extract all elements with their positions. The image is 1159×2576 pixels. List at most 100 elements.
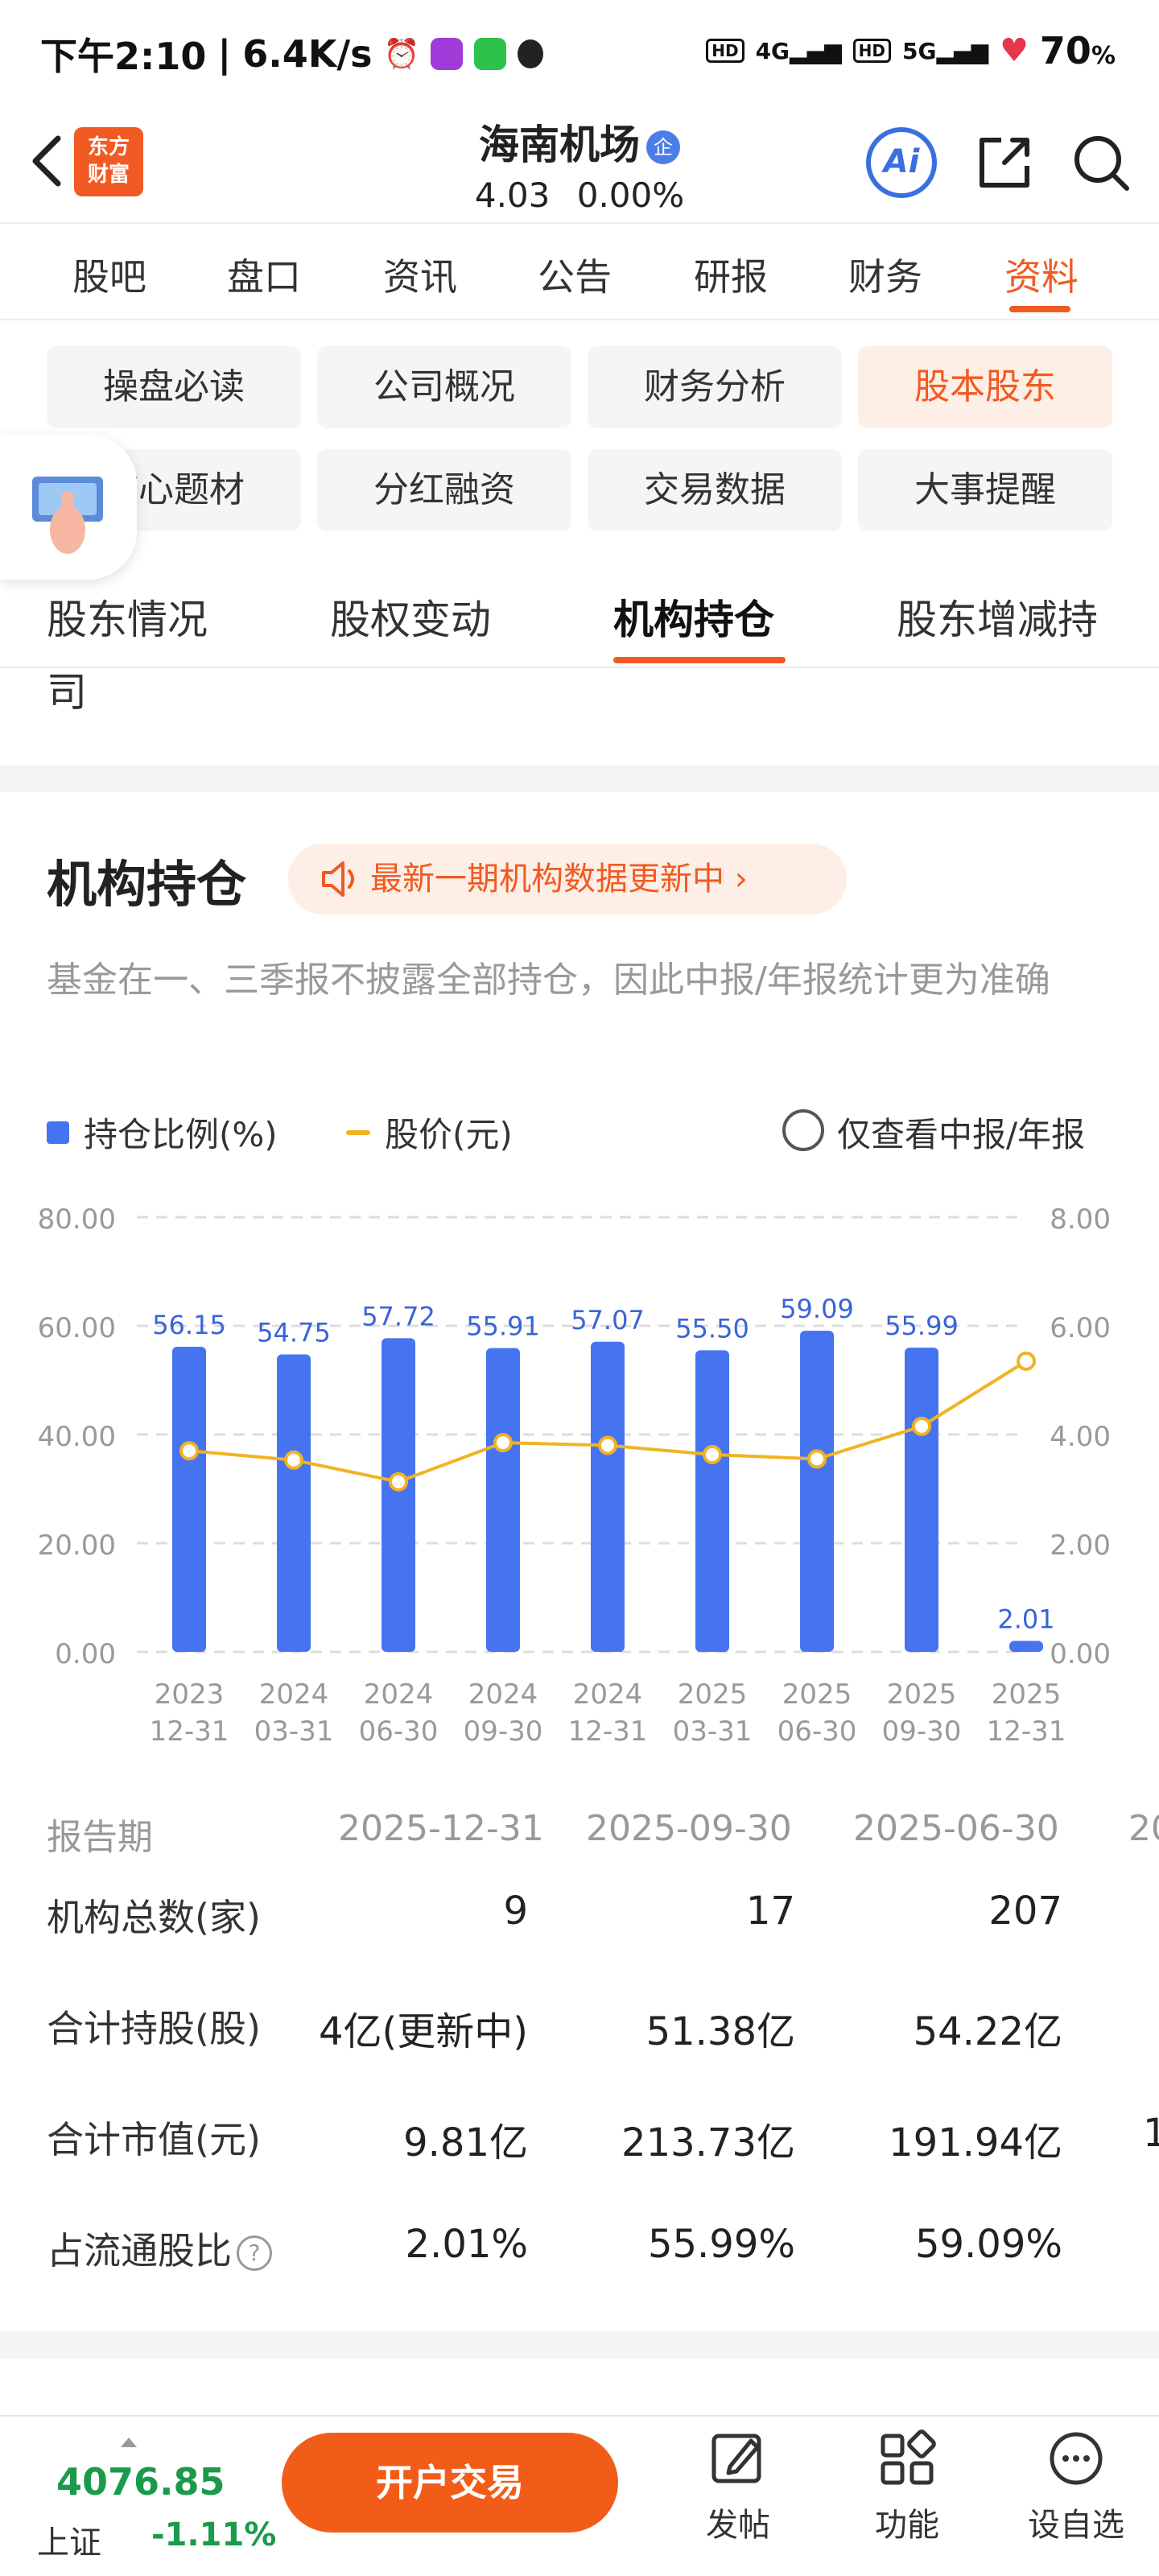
- stock-change: 0.00%: [576, 175, 685, 215]
- bar: [800, 1331, 834, 1652]
- bottom-separator: [0, 2331, 1159, 2359]
- report-only-label[interactable]: 仅查看中报/年报: [837, 1115, 1086, 1154]
- x-tick-label: 2025 12-31: [987, 1678, 1066, 1748]
- floating-assistant-widget[interactable]: [0, 435, 137, 580]
- hand-tap-icon: [32, 477, 103, 554]
- tab-holding-changes[interactable]: 股东增减持: [897, 597, 1098, 643]
- tab-profile[interactable]: 资料: [1004, 255, 1079, 299]
- y-right-tick-label: 0.00: [1050, 1638, 1111, 1670]
- bottom-bar: 4076.85 上证 -1.11% 开户交易 发帖 功能 设自选: [0, 2415, 1159, 2576]
- tab-guba[interactable]: 股吧: [72, 255, 146, 299]
- section-tab-indicator: [613, 657, 786, 663]
- status-left: 下午2:10 | 6.4K/s ⏰: [40, 27, 544, 80]
- bar-value-label: 55.91: [466, 1311, 540, 1342]
- price-point: [598, 1435, 617, 1455]
- price-point: [284, 1450, 303, 1470]
- tab-institutional-holdings[interactable]: 机构持仓: [613, 597, 774, 643]
- table-period-0: 2025-12-31: [338, 1808, 544, 1849]
- functions-label: 功能: [875, 2507, 939, 2544]
- chip-must-read[interactable]: 操盘必读: [47, 346, 301, 428]
- bar-value-label: 55.99: [885, 1311, 959, 1341]
- y-left-tick-label: 40.00: [38, 1421, 116, 1453]
- tab-announcements[interactable]: 公告: [538, 255, 612, 299]
- status-time: 下午2:10: [40, 35, 207, 78]
- table-period-2: 2025-06-30: [853, 1808, 1059, 1849]
- chip-events[interactable]: 大事提醒: [858, 449, 1112, 531]
- table-period-1: 2025-09-30: [586, 1808, 792, 1849]
- chip-shareholders[interactable]: 股本股东: [858, 346, 1112, 428]
- add-watchlist-label: 设自选: [1028, 2507, 1124, 2544]
- status-right: HD 4G▂▄▆ HD 5G▂▄▆ ♥ 70%: [706, 29, 1116, 72]
- holdings-chart: 80.00 8.00 60.00 6.00 40.00 4.00 20.00 2.00 0.00…: [38, 1203, 1111, 1748]
- notification-app-icon: [431, 38, 464, 70]
- report-only-radio[interactable]: [782, 1109, 824, 1151]
- back-arrow-icon[interactable]: [23, 129, 71, 193]
- active-tab-indicator: [1009, 306, 1070, 312]
- chip-trading-data[interactable]: 交易数据: [588, 449, 842, 531]
- y-right-tick-label: 4.00: [1050, 1421, 1111, 1453]
- table-header-label: 报告期: [47, 1817, 153, 1858]
- cell-float-ratio-0: 2.01%: [405, 2222, 528, 2267]
- x-tick-label: 2024 03-31: [254, 1678, 334, 1748]
- battery-level: 70%: [1039, 29, 1116, 72]
- tab-news[interactable]: 资讯: [383, 255, 457, 299]
- open-account-button[interactable]: 开户交易: [282, 2433, 618, 2533]
- chip-financial-analysis[interactable]: 财务分析: [588, 346, 842, 428]
- stock-title: 海南机场企 4.03 0.00%: [0, 113, 1159, 215]
- cell-market-value-3: 1: [1143, 2111, 1159, 2156]
- tab-equity-changes[interactable]: 股权变动: [330, 597, 491, 643]
- signal-5g-icon: 5G▂▄▆: [901, 37, 989, 64]
- y-left-tick-label: 20.00: [38, 1530, 116, 1562]
- update-notice-text: 最新一期机构数据更新中 ›: [370, 861, 748, 898]
- legend-line-swatch: [346, 1129, 370, 1135]
- share-icon[interactable]: [972, 130, 1037, 195]
- row-label-total-shares: 合计持股(股): [47, 2007, 261, 2050]
- tab-shareholder-info[interactable]: 股东情况: [47, 597, 208, 643]
- tab-research[interactable]: 研报: [694, 255, 768, 299]
- legend-price: 股价(元): [346, 1108, 513, 1157]
- price-point: [493, 1433, 513, 1453]
- cell-total-shares-2: 54.22亿: [913, 2009, 1062, 2054]
- chip-company-overview[interactable]: 公司概况: [317, 346, 571, 428]
- legend-bar-swatch: [47, 1121, 69, 1144]
- x-tick-label: 2024 06-30: [359, 1678, 439, 1748]
- search-icon[interactable]: [1069, 130, 1133, 195]
- legend-holding-ratio: 持仓比例(%): [47, 1108, 278, 1157]
- bar: [277, 1354, 311, 1652]
- index-value: 4076.85: [56, 2460, 225, 2504]
- status-bar: 下午2:10 | 6.4K/s ⏰ HD 4G▂▄▆ HD 5G▂▄▆ ♥ 70…: [0, 0, 1159, 103]
- chip-dividends[interactable]: 分红融资: [317, 449, 571, 531]
- update-notice[interactable]: 最新一期机构数据更新中 ›: [288, 844, 847, 914]
- bar-value-label: 57.07: [571, 1305, 645, 1335]
- add-watchlist-button[interactable]: 设自选: [1016, 2426, 1136, 2545]
- disclosure-note: 基金在一、三季报不披露全部持仓，因此中报/年报统计更为准确: [47, 960, 1050, 1001]
- bar-value-label: 2.01: [997, 1604, 1054, 1634]
- x-tick-label: 2024 09-30: [464, 1678, 543, 1748]
- app-logo[interactable]: 东方 财富: [74, 127, 143, 196]
- enterprise-badge: 企: [646, 130, 680, 164]
- cell-total-shares-1: 51.38亿: [645, 2009, 795, 2054]
- post-button[interactable]: 发帖: [678, 2426, 798, 2545]
- index-name: 上证: [37, 2524, 101, 2562]
- tab-pankou[interactable]: 盘口: [227, 255, 301, 299]
- wechat-icon: [474, 38, 507, 70]
- clipped-text: 司: [47, 669, 87, 716]
- post-label: 发帖: [706, 2507, 770, 2544]
- functions-button[interactable]: 功能: [847, 2426, 967, 2545]
- y-left-tick-label: 0.00: [55, 1638, 116, 1670]
- x-tick-label: 2023 12-31: [150, 1678, 229, 1748]
- hd-icon: HD: [706, 39, 744, 63]
- price-point: [1017, 1351, 1036, 1371]
- help-icon[interactable]: ?: [237, 2235, 272, 2271]
- expand-up-icon: [121, 2438, 137, 2447]
- signal-4g-icon: 4G▂▄▆: [755, 37, 842, 64]
- ai-assistant-button[interactable]: Ai: [866, 127, 937, 198]
- y-right-tick-label: 2.00: [1050, 1530, 1111, 1562]
- stock-name: 海南机场: [479, 122, 640, 168]
- tab-finance[interactable]: 财务: [848, 255, 922, 299]
- cell-total-shares-0: 4亿(更新中): [319, 2009, 528, 2054]
- hd-icon-2: HD: [852, 39, 891, 63]
- bar: [1009, 1641, 1043, 1652]
- index-change: -1.11%: [151, 2516, 277, 2553]
- x-tick-label: 2024 12-31: [568, 1678, 648, 1748]
